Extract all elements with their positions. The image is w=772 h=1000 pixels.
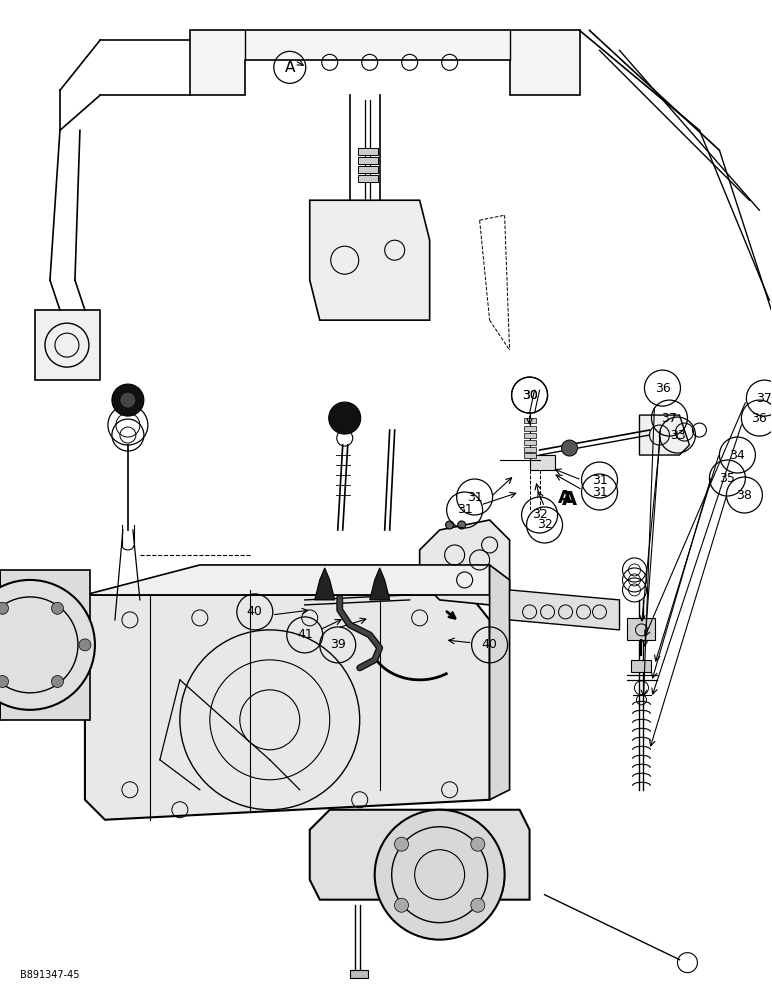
Text: 30: 30 [522, 389, 537, 402]
Circle shape [471, 837, 485, 851]
Text: 36: 36 [751, 412, 767, 425]
Text: 39: 39 [330, 638, 346, 651]
Bar [523, 447, 536, 452]
Bar [357, 175, 378, 182]
Text: 37: 37 [757, 392, 772, 405]
Circle shape [120, 392, 136, 408]
Circle shape [79, 639, 91, 651]
Polygon shape [420, 520, 510, 605]
Circle shape [112, 384, 144, 416]
Bar [628, 618, 655, 640]
Circle shape [561, 440, 577, 456]
Polygon shape [190, 30, 580, 95]
Text: 36: 36 [655, 382, 670, 395]
Polygon shape [315, 568, 335, 600]
Bar [523, 433, 536, 438]
Bar [350, 970, 367, 978]
Text: B891347-45: B891347-45 [20, 970, 80, 980]
Circle shape [394, 837, 408, 851]
Text: 32: 32 [532, 508, 547, 521]
Text: 34: 34 [730, 449, 745, 462]
Text: 33: 33 [669, 429, 686, 442]
Bar [357, 157, 378, 164]
Bar [357, 148, 378, 155]
Polygon shape [510, 590, 619, 630]
Circle shape [0, 580, 95, 710]
Bar [523, 426, 536, 431]
Polygon shape [0, 670, 90, 720]
Polygon shape [489, 565, 510, 800]
Polygon shape [0, 570, 90, 620]
Polygon shape [310, 200, 430, 320]
Circle shape [471, 898, 485, 912]
Text: 31: 31 [591, 474, 608, 487]
Circle shape [329, 402, 361, 434]
Circle shape [0, 602, 8, 614]
Circle shape [458, 521, 466, 529]
Circle shape [52, 675, 63, 687]
Polygon shape [530, 455, 554, 470]
Text: 38: 38 [736, 489, 753, 502]
Text: 31: 31 [591, 486, 608, 499]
Text: 40: 40 [247, 605, 262, 618]
Text: 35: 35 [720, 472, 736, 485]
Polygon shape [85, 595, 489, 820]
Text: A: A [285, 60, 295, 75]
Circle shape [52, 602, 63, 614]
Polygon shape [35, 310, 100, 380]
Text: 32: 32 [537, 518, 553, 531]
Text: A: A [557, 489, 571, 507]
Circle shape [394, 898, 408, 912]
Circle shape [445, 521, 454, 529]
Text: 31: 31 [467, 491, 482, 504]
Text: 41: 41 [297, 628, 313, 641]
Polygon shape [310, 810, 530, 900]
Bar [523, 440, 536, 445]
Text: A: A [562, 490, 577, 509]
Text: 40: 40 [482, 638, 497, 651]
Text: 30: 30 [522, 389, 537, 402]
Circle shape [0, 675, 8, 687]
Bar [631, 660, 652, 672]
Polygon shape [370, 568, 390, 600]
Bar [357, 166, 378, 173]
Polygon shape [639, 415, 689, 455]
Text: 31: 31 [457, 503, 472, 516]
Text: 37: 37 [662, 412, 677, 425]
Bar [523, 418, 536, 423]
Circle shape [374, 810, 505, 940]
Polygon shape [85, 565, 489, 595]
Bar [523, 453, 536, 458]
